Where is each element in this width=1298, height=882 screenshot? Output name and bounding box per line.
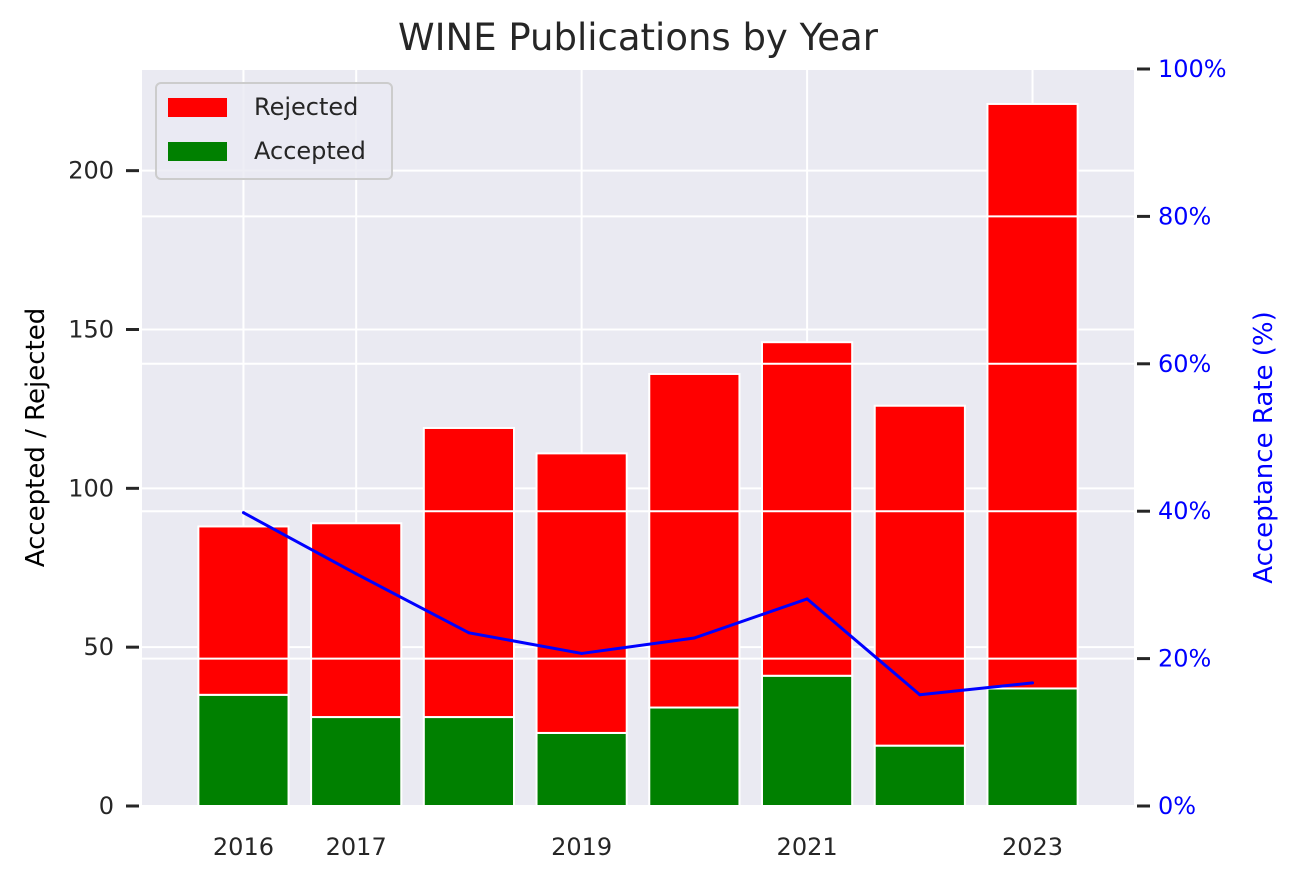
y-tick-label-50: 50 — [83, 633, 114, 661]
acceptance-rate-point-2019 — [580, 651, 584, 655]
bar-rejected-2016 — [197, 525, 290, 696]
y-tick-label-150: 150 — [68, 315, 114, 343]
bar-accepted-2022 — [873, 744, 966, 807]
x-tick-label-2016: 2016 — [213, 833, 274, 861]
y2-tick-label-0: 0% — [1158, 792, 1196, 820]
acceptance-rate-point-2020 — [692, 636, 696, 640]
acceptance-rate-point-2022 — [918, 693, 922, 697]
right-y-axis-label: Acceptance Rate (%) — [1249, 311, 1279, 583]
x-tick-label-2019: 2019 — [551, 833, 612, 861]
bar-rejected-2022 — [873, 404, 966, 747]
y-tick-label-0: 0 — [99, 792, 114, 820]
right-grid-lines — [142, 68, 1134, 807]
y2-tick-label-60: 60% — [1158, 350, 1211, 378]
y-tick-label-100: 100 — [68, 474, 114, 502]
legend-label-accepted: Accepted — [254, 137, 366, 165]
acceptance-rate-point-2018 — [467, 631, 471, 635]
bar-accepted-2020 — [648, 706, 741, 807]
x-tick-label-2021: 2021 — [777, 833, 838, 861]
plot-area — [142, 69, 1134, 806]
y-axis-label: Accepted / Rejected — [21, 308, 51, 568]
acceptance-rate-point-2021 — [805, 597, 809, 601]
x-tick-label-2017: 2017 — [326, 833, 387, 861]
legend-swatch-accepted — [168, 142, 227, 161]
legend: Rejected Accepted — [155, 82, 393, 180]
y2-tick-label-20: 20% — [1158, 645, 1211, 673]
acceptance-rate-series-line — [242, 511, 1033, 697]
acceptance-rate-point-2023 — [1031, 681, 1035, 685]
bar-rejected-2019 — [535, 452, 628, 734]
acceptance-rate-point-2016 — [241, 511, 245, 515]
bar-rejected-2023 — [986, 102, 1079, 690]
bar-accepted-2016 — [197, 693, 290, 807]
bars — [197, 102, 1079, 808]
left-axis: 0 50 100 150 200 — [68, 157, 139, 820]
bar-rejected-2017 — [310, 522, 403, 719]
y2-tick-label-80: 80% — [1158, 202, 1211, 230]
bar-rejected-2020 — [648, 372, 741, 709]
bar-accepted-2019 — [535, 731, 628, 808]
right-axis: 0% 20% 40% 60% 80% 100% — [1137, 55, 1227, 820]
bar-accepted-2023 — [986, 687, 1079, 807]
x-axis: 2016 2017 2019 2021 2023 — [213, 833, 1063, 861]
legend-label-rejected: Rejected — [254, 93, 358, 121]
bar-rejected-2021 — [761, 341, 854, 677]
bar-accepted-2021 — [761, 674, 854, 808]
bar-accepted-2017 — [310, 716, 403, 807]
chart-title: WINE Publications by Year — [398, 16, 879, 59]
x-tick-label-2023: 2023 — [1002, 833, 1063, 861]
acceptance-rate-point-2017 — [354, 572, 358, 576]
bar-rejected-2018 — [422, 426, 515, 719]
acceptance-rate-line — [241, 511, 1035, 697]
y2-tick-label-40: 40% — [1158, 497, 1211, 525]
bar-accepted-2018 — [422, 716, 515, 807]
y-tick-label-200: 200 — [68, 157, 114, 185]
y2-tick-label-100: 100% — [1158, 55, 1227, 83]
legend-swatch-rejected — [168, 98, 227, 117]
